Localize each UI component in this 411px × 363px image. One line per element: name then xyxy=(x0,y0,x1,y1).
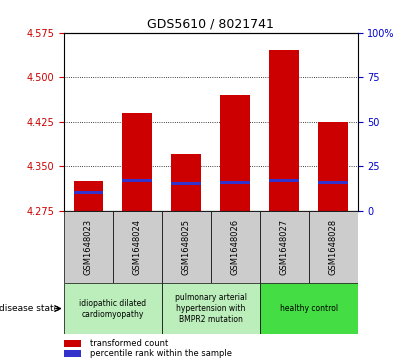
Bar xyxy=(220,95,250,211)
Bar xyxy=(309,211,358,283)
Bar xyxy=(220,181,250,184)
Bar xyxy=(64,283,162,334)
Bar xyxy=(64,211,113,283)
Bar xyxy=(122,179,152,182)
Text: transformed count: transformed count xyxy=(90,339,169,348)
Bar xyxy=(171,154,201,211)
Bar xyxy=(211,211,260,283)
Bar xyxy=(270,179,299,182)
Bar xyxy=(113,211,162,283)
Bar xyxy=(64,350,81,357)
Bar xyxy=(162,283,260,334)
Text: GSM1648027: GSM1648027 xyxy=(279,219,289,275)
Text: healthy control: healthy control xyxy=(279,304,338,313)
Text: GSM1648025: GSM1648025 xyxy=(182,219,191,275)
Bar xyxy=(74,181,103,211)
Bar xyxy=(162,211,211,283)
Bar xyxy=(260,211,309,283)
Text: disease state: disease state xyxy=(0,304,60,313)
Text: pulmonary arterial
hypertension with
BMPR2 mutation: pulmonary arterial hypertension with BMP… xyxy=(175,293,247,324)
Text: GSM1648023: GSM1648023 xyxy=(84,219,93,275)
Bar xyxy=(260,283,358,334)
Bar xyxy=(270,50,299,211)
Text: idiopathic dilated
cardiomyopathy: idiopathic dilated cardiomyopathy xyxy=(79,298,146,319)
Text: percentile rank within the sample: percentile rank within the sample xyxy=(90,349,232,358)
Text: GSM1648024: GSM1648024 xyxy=(133,219,142,275)
Bar xyxy=(171,182,201,185)
Bar xyxy=(319,122,348,211)
Bar xyxy=(74,191,103,194)
Bar xyxy=(64,340,81,347)
Bar xyxy=(319,181,348,184)
Text: GSM1648026: GSM1648026 xyxy=(231,219,240,275)
Bar xyxy=(122,113,152,211)
Title: GDS5610 / 8021741: GDS5610 / 8021741 xyxy=(147,17,274,30)
Text: GSM1648028: GSM1648028 xyxy=(328,219,337,275)
